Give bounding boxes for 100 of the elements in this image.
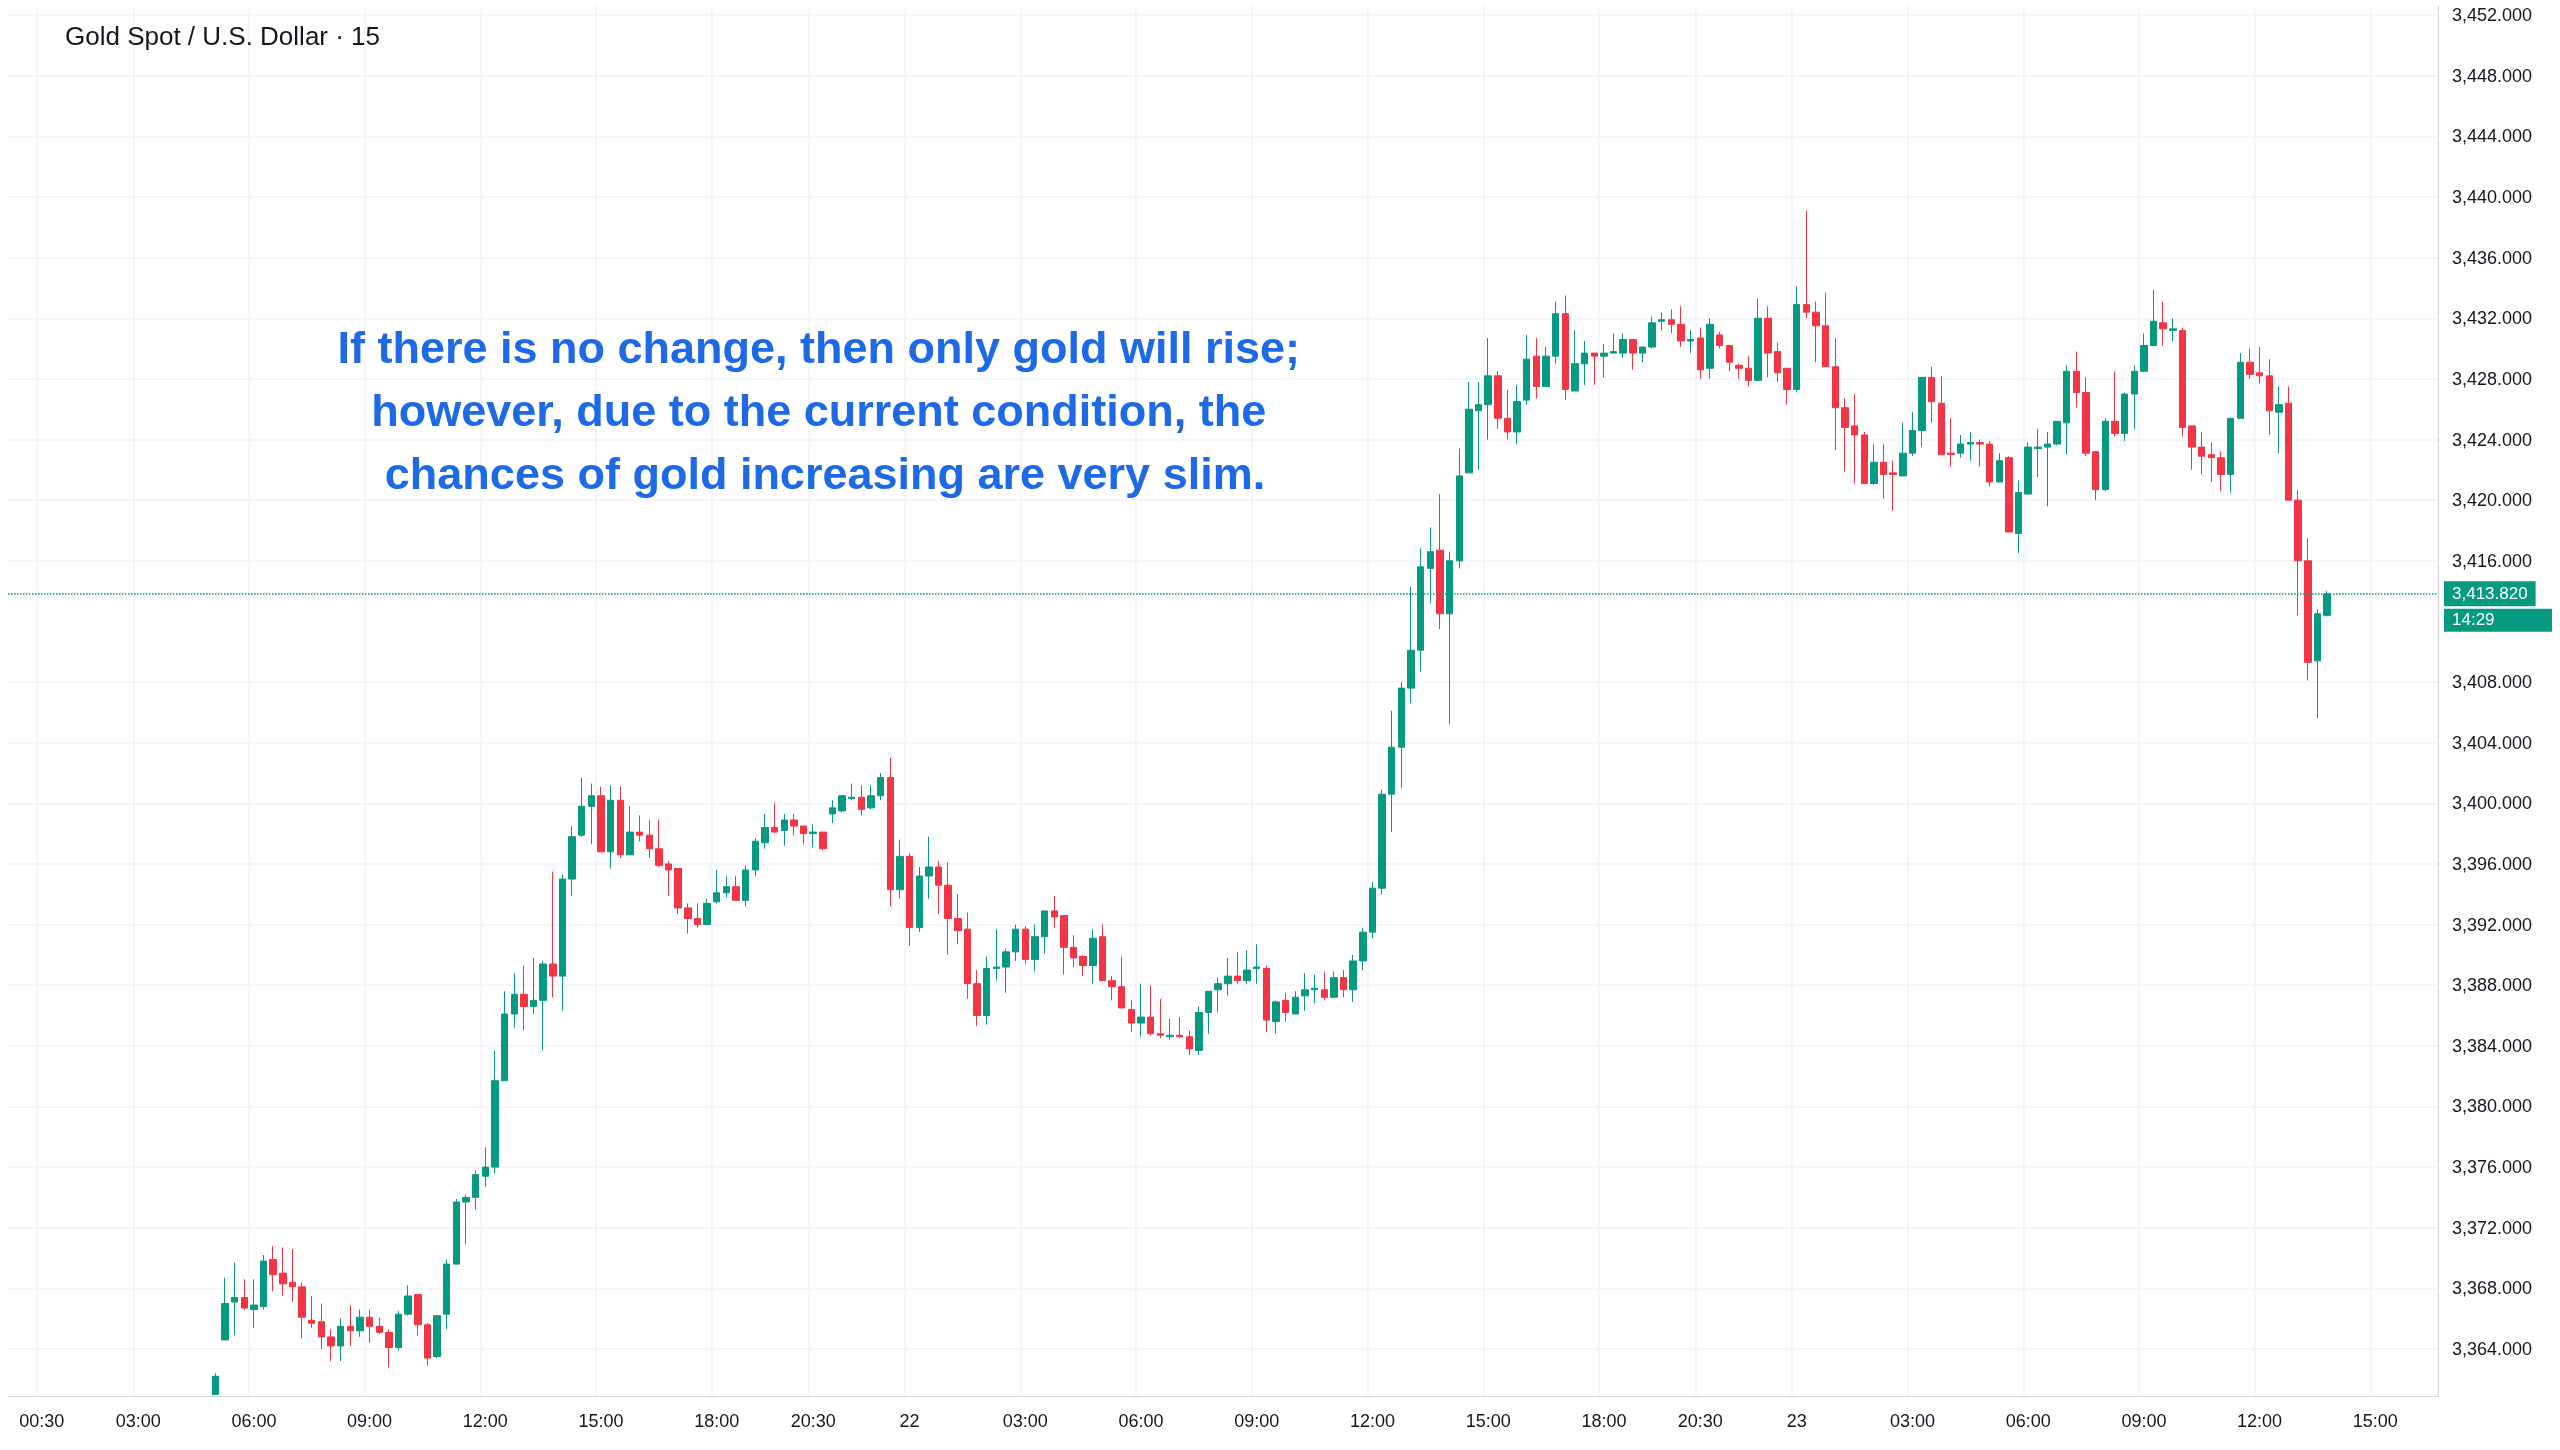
candlestick: [1986, 440, 1993, 488]
candlestick: [1147, 984, 1154, 1036]
candlestick: [655, 819, 663, 868]
candlestick: [1880, 443, 1887, 500]
candlestick: [1282, 992, 1289, 1023]
candlestick: [1889, 460, 1897, 512]
candlestick: [1774, 342, 1781, 383]
candlestick: [993, 928, 1000, 982]
candlestick: [2227, 417, 2234, 494]
candlestick: [337, 1318, 344, 1362]
candlestick: [2131, 364, 2138, 430]
candlestick: [954, 893, 962, 945]
candlestick: [462, 1193, 470, 1245]
candlestick: [1436, 493, 1444, 630]
candlestick: [829, 799, 836, 824]
y-tick-label: 3,428.000: [2452, 368, 2533, 389]
candlestick: [1812, 301, 1820, 363]
candlestick: [1629, 338, 1637, 371]
candlestick: [2150, 288, 2157, 347]
candlestick: [1542, 346, 1550, 387]
candlestick: [1137, 983, 1145, 1038]
candlestick: [1668, 308, 1675, 334]
candlestick: [2102, 417, 2109, 492]
candlestick: [1600, 343, 1608, 378]
candlestick: [694, 902, 701, 929]
candlestick: [1870, 443, 1878, 486]
x-tick-label: 20:30: [790, 1411, 836, 1431]
candlestick: [2015, 479, 2022, 554]
candlestick: [665, 860, 672, 897]
candlestick: [1205, 990, 1212, 1035]
candlestick: [1533, 337, 1540, 400]
candlestick: [1456, 448, 1463, 569]
candlestick: [1292, 990, 1299, 1015]
candlestick: [1571, 329, 1579, 392]
candlestick: [935, 860, 942, 915]
candlestick: [1041, 910, 1048, 954]
candlestick: [2294, 489, 2302, 616]
candlestick: [1099, 924, 1106, 982]
candlestick: [944, 861, 952, 956]
candlestick: [809, 824, 817, 848]
x-tick-label: 00:30: [19, 1411, 65, 1431]
annotation: If there is no change, then only gold will rise; however, due to the current condition, the chances of gold increasing are very slim.: [337, 322, 1313, 499]
candlestick: [318, 1303, 325, 1350]
candlestick: [2121, 392, 2128, 442]
candlestick: [511, 972, 518, 1029]
y-tick-label: 3,396.000: [2452, 853, 2533, 874]
candlestick: [1745, 355, 1752, 387]
candlestick: [597, 786, 605, 853]
candlestick: [858, 784, 865, 816]
candlestick: [1552, 301, 1559, 365]
candlestick: [2198, 431, 2205, 475]
candlestick: [588, 783, 595, 845]
candlestick: [472, 1169, 479, 1211]
candlestick: [2256, 346, 2263, 384]
x-tick-label: 18:00: [694, 1411, 740, 1431]
candlestick: [279, 1246, 287, 1297]
candlestick: [1783, 367, 1791, 406]
candlestick: [2217, 451, 2225, 492]
candlestick: [973, 969, 981, 1027]
candlestick: [414, 1293, 422, 1336]
candlestick: [578, 777, 585, 838]
candlestick: [1706, 317, 1714, 380]
candlestick: [626, 805, 634, 856]
candlestick: [1214, 977, 1222, 1013]
candlestick: [1311, 974, 1318, 1004]
candlestick: [1754, 298, 1762, 381]
candlestick: [781, 813, 788, 847]
candlestick: [1504, 389, 1511, 441]
candlestick: [1947, 417, 1955, 468]
candlestick: [906, 852, 913, 947]
candlestick: [549, 871, 557, 998]
candlestick: [1388, 710, 1395, 833]
y-tick-label: 3,372.000: [2452, 1217, 2533, 1238]
y-tick-label: 3,444.000: [2452, 126, 2533, 147]
candlestick: [559, 874, 566, 1012]
candlestick: [1976, 439, 1984, 468]
y-tick-label: 3,416.000: [2452, 550, 2533, 571]
candlestick: [819, 831, 827, 851]
candlestick: [1677, 305, 1685, 348]
y-tick-label: 3,452.000: [2452, 5, 2533, 26]
candlestick: [1234, 951, 1241, 985]
candlestick: [646, 819, 653, 859]
candlestick: [1764, 305, 1772, 378]
candlestick: [1253, 943, 1260, 985]
candlestick: [2024, 442, 2032, 495]
candlestick: [530, 957, 537, 1015]
candlestick: [2304, 537, 2312, 682]
candlestick: [1128, 999, 1135, 1033]
candlestick: [1070, 934, 1077, 968]
candlestick: [1832, 337, 1839, 451]
candlestick: [732, 875, 740, 901]
y-tick-label: 3,424.000: [2452, 429, 2533, 450]
candlestick: [1639, 346, 1646, 363]
x-tick-label: 15:00: [2352, 1411, 2398, 1431]
candlestick: [2063, 364, 2070, 456]
candlestick: [2082, 376, 2090, 457]
candlestick: [636, 814, 643, 842]
candlestick: [221, 1277, 229, 1341]
candlestick: [1687, 329, 1694, 354]
candlestick: [2188, 425, 2196, 471]
